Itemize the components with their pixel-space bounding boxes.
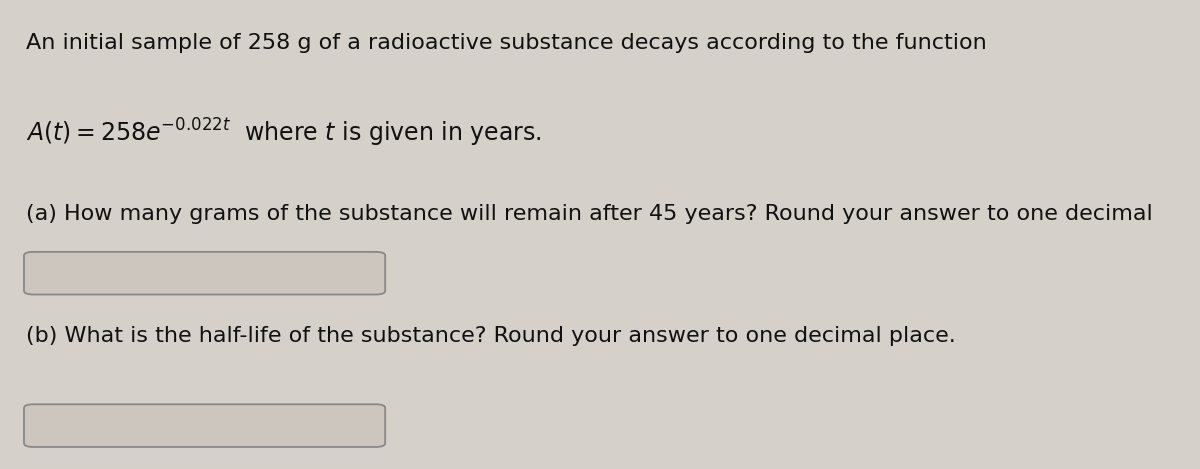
Text: place.: place. (26, 256, 94, 276)
Text: (a) How many grams of the substance will remain after 45 years? Round your answe: (a) How many grams of the substance will… (26, 204, 1153, 224)
Text: An initial sample of 258 g of a radioactive substance decays according to the fu: An initial sample of 258 g of a radioact… (26, 33, 988, 53)
FancyBboxPatch shape (24, 252, 385, 295)
Text: $\mathit{A}(\mathit{t}) = 258\mathit{e}^{-0.022\mathit{t}}$  where $\mathit{t}$ : $\mathit{A}(\mathit{t}) = 258\mathit{e}^… (26, 117, 542, 150)
Text: (b) What is the half-life of the substance? Round your answer to one decimal pla: (b) What is the half-life of the substan… (26, 326, 956, 346)
FancyBboxPatch shape (24, 404, 385, 447)
